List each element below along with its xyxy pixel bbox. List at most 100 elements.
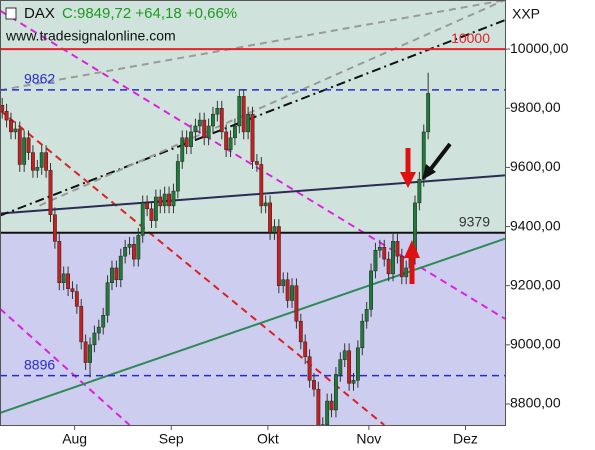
candle-body bbox=[329, 400, 334, 411]
trend-line bbox=[0, 237, 505, 414]
candle-body bbox=[233, 125, 237, 139]
candle-body bbox=[307, 356, 312, 381]
candle-body bbox=[342, 350, 347, 360]
trend-line bbox=[0, 109, 385, 425]
candle-body bbox=[404, 267, 409, 278]
level-label: 9379 bbox=[459, 213, 490, 229]
x-tick-label: Dez bbox=[453, 431, 478, 447]
candle-body bbox=[193, 125, 198, 133]
candle-body bbox=[338, 359, 343, 375]
candle-body bbox=[294, 285, 299, 322]
level-label: 8896 bbox=[24, 356, 55, 372]
candle-body bbox=[351, 380, 356, 384]
candle-body bbox=[268, 202, 272, 233]
candle-body bbox=[386, 258, 391, 275]
candle-body bbox=[92, 332, 97, 346]
candle-body bbox=[136, 235, 141, 260]
plot-border bbox=[0, 0, 506, 426]
candle-body bbox=[127, 244, 132, 248]
candle-body bbox=[316, 388, 321, 425]
candle-body bbox=[31, 152, 35, 171]
candle-body bbox=[312, 380, 316, 390]
candle-body bbox=[79, 306, 84, 343]
y-tick-label: 9600,00 bbox=[510, 158, 561, 174]
symbol: DAX bbox=[24, 5, 55, 22]
candle-body bbox=[158, 196, 163, 207]
candle-body bbox=[202, 119, 207, 139]
x-tick-label: Nov bbox=[356, 431, 381, 447]
candle-body bbox=[57, 241, 62, 283]
y-tick-label: 8800,00 bbox=[510, 395, 561, 411]
candle-body bbox=[206, 125, 211, 139]
candle-body bbox=[162, 193, 167, 207]
y-tick-label: 9000,00 bbox=[510, 336, 561, 352]
y-tick-label: 9800,00 bbox=[510, 99, 561, 115]
candle-body bbox=[96, 326, 101, 334]
x-tick-label: Sep bbox=[159, 431, 184, 447]
x-tick-label: Okt bbox=[257, 431, 279, 447]
candle-body bbox=[145, 202, 150, 210]
candle-body bbox=[4, 110, 9, 121]
y-tick-label: 10000,00 bbox=[510, 40, 569, 56]
plot-area bbox=[0, 0, 505, 425]
y-tick-label: 9200,00 bbox=[510, 276, 561, 292]
candle-body bbox=[171, 190, 176, 207]
candle-body bbox=[391, 241, 395, 275]
level-label: 10000 bbox=[451, 30, 490, 46]
candle-body bbox=[246, 113, 251, 133]
candle-body bbox=[373, 249, 378, 272]
candle-body bbox=[149, 208, 154, 221]
candle-body bbox=[118, 255, 123, 281]
source-url: www.tradesignalonline.com bbox=[5, 28, 176, 44]
candle-body bbox=[259, 164, 264, 207]
candle-body bbox=[88, 344, 92, 363]
candle-body bbox=[325, 400, 330, 425]
candle-body bbox=[13, 128, 18, 133]
candle-body bbox=[377, 247, 382, 251]
candle-body bbox=[364, 309, 369, 322]
candle-body bbox=[70, 288, 75, 292]
zone bbox=[0, 232, 505, 425]
candle-body bbox=[426, 93, 431, 133]
trend-line bbox=[39, 0, 505, 207]
level-label: 9862 bbox=[24, 71, 55, 87]
candle-body bbox=[180, 137, 185, 162]
symbol-icon bbox=[5, 7, 17, 20]
candle-body bbox=[17, 128, 22, 165]
annotation-arrows bbox=[400, 142, 452, 284]
candle-body bbox=[175, 161, 180, 192]
candle-body bbox=[9, 119, 13, 133]
candle-body bbox=[132, 244, 136, 260]
axis-label: XXP bbox=[512, 6, 540, 22]
candle-body bbox=[153, 196, 158, 221]
candle-body bbox=[114, 267, 119, 281]
candle-body bbox=[237, 96, 242, 127]
candle-body bbox=[382, 247, 387, 260]
candle-body bbox=[219, 107, 224, 133]
trend-line bbox=[0, 0, 505, 92]
candle-body bbox=[0, 105, 5, 112]
candle-body bbox=[303, 341, 308, 357]
candle-body bbox=[189, 131, 193, 147]
candle-body bbox=[26, 137, 31, 153]
candle-body bbox=[399, 255, 404, 278]
candle-body bbox=[101, 315, 106, 328]
candle-body bbox=[263, 202, 268, 207]
candle-body bbox=[347, 350, 352, 384]
candle-body bbox=[61, 273, 66, 283]
candle-body bbox=[254, 161, 259, 165]
candle-body bbox=[369, 270, 373, 310]
candle-body bbox=[35, 167, 40, 171]
candle-body bbox=[360, 320, 365, 349]
candle-body bbox=[211, 113, 215, 127]
candle-body bbox=[228, 137, 233, 150]
candle-body bbox=[417, 178, 422, 204]
candle-body bbox=[395, 241, 400, 257]
trend-line bbox=[0, 308, 131, 425]
candle-body bbox=[39, 152, 44, 168]
candle-body bbox=[224, 131, 229, 150]
candle-body bbox=[285, 279, 290, 301]
candle-body bbox=[123, 247, 128, 257]
